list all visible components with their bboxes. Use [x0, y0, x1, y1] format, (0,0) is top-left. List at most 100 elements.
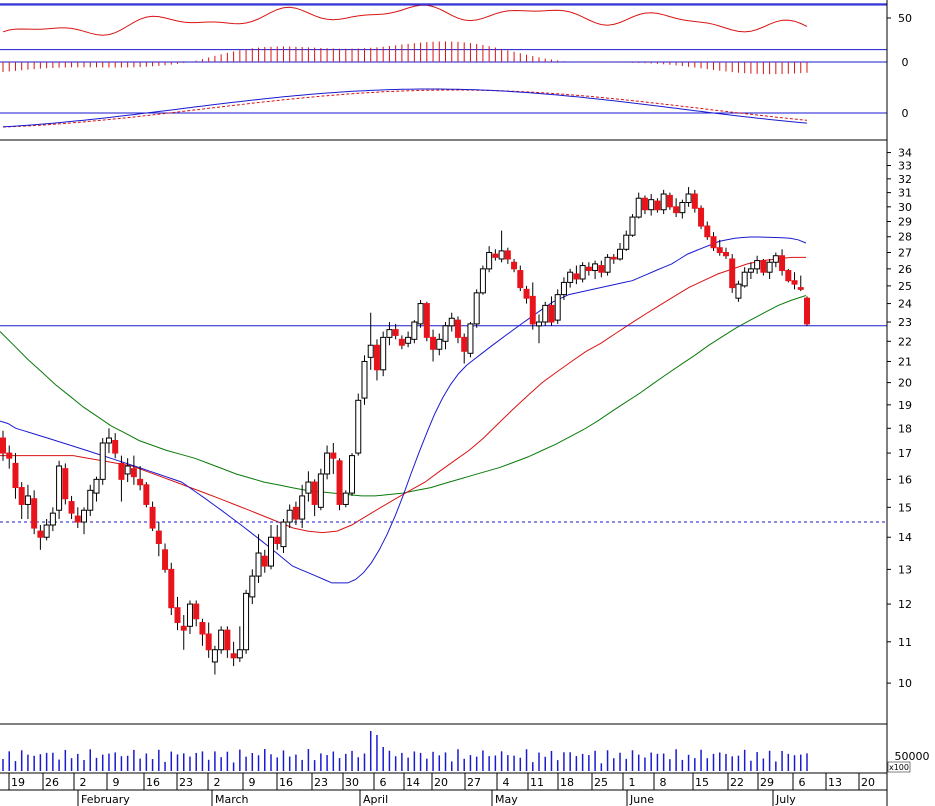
day-label: 8: [660, 776, 667, 789]
day-label: 22: [730, 776, 744, 789]
candle: [74, 515, 81, 523]
candle: [666, 194, 673, 208]
price-tick-label: 31: [898, 187, 912, 200]
ma-long-line: [0, 295, 807, 497]
candle: [299, 495, 306, 520]
candle: [504, 250, 511, 260]
candle: [679, 202, 686, 214]
candle: [579, 265, 586, 280]
candle: [436, 338, 443, 350]
candle: [0, 437, 6, 454]
candle: [130, 468, 137, 478]
candle: [517, 270, 524, 289]
candle: [105, 437, 112, 444]
day-label: 9: [249, 776, 256, 789]
candle: [186, 603, 193, 627]
price-tick-label: 20: [898, 377, 912, 390]
candle: [448, 317, 455, 327]
chart-frame: [0, 0, 888, 806]
candle: [766, 261, 773, 273]
rsi-line: [2, 4, 808, 36]
candle: [336, 460, 343, 505]
volume-unit-label: x100: [889, 763, 909, 772]
candle: [691, 193, 698, 209]
candle: [610, 256, 617, 260]
candle: [37, 530, 44, 538]
candle: [791, 280, 798, 285]
candle: [386, 329, 393, 338]
candle: [573, 273, 580, 280]
day-label: 6: [380, 776, 387, 789]
candle: [454, 319, 461, 338]
day-label: 16: [146, 776, 160, 789]
candle: [529, 295, 536, 325]
price-tick-label: 21: [898, 355, 912, 368]
candle: [604, 256, 611, 273]
candle: [735, 283, 742, 299]
candle: [492, 253, 499, 258]
candle: [218, 629, 225, 651]
candle: [230, 653, 237, 659]
price-tick-label: 26: [898, 263, 912, 276]
candle: [6, 452, 13, 459]
candle: [430, 336, 437, 350]
candle: [473, 292, 480, 325]
candle: [137, 478, 144, 486]
candle: [143, 484, 150, 505]
candle: [112, 440, 119, 454]
candle: [648, 199, 655, 211]
candle: [710, 236, 717, 249]
day-label: 23: [314, 776, 328, 789]
macd-tick-label: 0: [902, 107, 909, 120]
candle: [211, 649, 218, 663]
rsi-tick-label: 50: [898, 12, 912, 25]
candle: [716, 247, 723, 254]
candle: [785, 270, 792, 282]
price-tick-label: 16: [898, 473, 912, 486]
candle: [236, 649, 243, 659]
candle: [330, 452, 337, 459]
day-label: 4: [503, 776, 510, 789]
candle: [255, 552, 262, 577]
candle: [405, 336, 412, 344]
candle: [392, 329, 399, 336]
price-tick-label: 34: [898, 147, 912, 160]
day-label: 1: [629, 776, 636, 789]
candle: [542, 304, 549, 323]
candle: [193, 603, 200, 620]
candle: [741, 271, 748, 287]
candle: [286, 509, 293, 523]
price-tick-label: 28: [898, 231, 912, 244]
candle: [511, 261, 518, 270]
candle: [56, 465, 63, 511]
price-tick-label: 32: [898, 173, 912, 186]
candle: [87, 489, 94, 511]
price-tick-label: 11: [898, 636, 912, 649]
price-tick-label: 30: [898, 201, 912, 214]
candle: [536, 321, 542, 327]
candle: [629, 216, 636, 236]
candle: [417, 303, 424, 325]
candle: [361, 360, 368, 399]
candle: [704, 225, 711, 238]
candle: [598, 265, 605, 273]
candle: [162, 549, 169, 570]
day-label: 18: [560, 776, 574, 789]
candle: [747, 268, 754, 273]
rsi-panel: 50: [0, 3, 912, 51]
month-label: May: [495, 793, 518, 806]
candle: [18, 487, 25, 505]
candle: [355, 399, 362, 454]
day-label: 11: [530, 776, 544, 789]
candle: [797, 287, 804, 290]
candle: [274, 536, 281, 544]
candle: [592, 263, 599, 272]
day-label: 6: [799, 776, 806, 789]
macd-signal-line: [2, 89, 808, 128]
price-tick-label: 24: [898, 298, 912, 311]
macd-panel: 0: [0, 88, 909, 128]
candle: [486, 252, 493, 270]
price-tick-label: 27: [898, 247, 912, 260]
